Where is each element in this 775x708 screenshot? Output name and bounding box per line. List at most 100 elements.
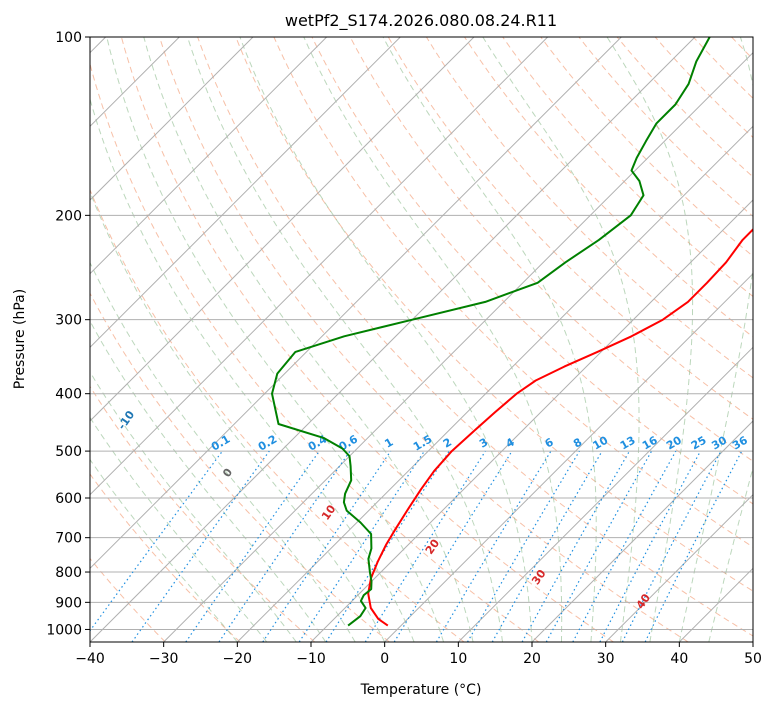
dry-adiabat-line [90,385,316,642]
dewpoint-profile-line [271,37,711,627]
mixing-ratio-label: 25 [689,434,709,453]
x-tick-label: −20 [223,651,253,667]
isotherm-line [384,272,753,642]
isotherm-line [457,346,753,642]
moist-adiabat-line [678,37,753,642]
y-tick-label: 400 [55,387,82,403]
mixing-ratio-label: 13 [618,434,638,453]
mixing-ratio-label: 1 [382,436,395,451]
dry-adiabat-line [235,37,753,592]
moist-adiabat-line [90,458,238,642]
moist-adiabat-line [90,416,268,642]
dry-adiabat-line [502,37,753,298]
mixing-ratio-line [90,450,223,632]
isotherm-line [90,37,401,349]
dry-adiabat-label: 0 [220,466,235,480]
mixing-ratio-label: 10 [590,433,610,452]
y-tick-label: 200 [55,208,82,224]
dry-adiabat-line [90,292,390,642]
mixing-ratio-line [435,450,552,642]
mixing-ratio-line [466,450,580,642]
x-axis-title: Temperature (°C) [360,682,482,698]
x-tick-label: 50 [744,651,762,667]
isotherm-line [90,37,254,201]
mixing-ratio-line [521,450,631,642]
pressure-gridlines [90,37,753,630]
temperature-profile-line [367,228,753,627]
dry-adiabat-label: 20 [423,537,443,557]
dry-adiabat-line [120,37,614,642]
mixing-ratio-label: 0.2 [256,433,279,454]
moist-adiabat-line [482,37,640,642]
chart-title: wetPf2_S174.2026.080.08.24.R11 [285,11,557,31]
y-tick-label: 900 [55,595,82,611]
isotherm-line [90,37,328,275]
dry-adiabat-line [349,37,753,462]
dry-adiabat-line [90,473,241,642]
moist-adiabat-line [187,37,503,642]
mixing-ratio-label: 8 [571,436,584,451]
isotherm-line [752,641,753,642]
moist-adiabat-line [143,37,474,642]
isotherms [90,37,753,642]
mixing-ratio-label: 2 [441,436,454,451]
mixing-ratio-line [364,450,486,642]
dry-adiabat-line [464,37,753,338]
sounding-profiles [271,37,753,627]
moist-adiabat-line [708,465,753,642]
mixing-ratio-label: 0.1 [209,433,232,454]
dry-adiabat-line [90,62,540,642]
dry-adiabat-label: 10 [319,502,339,522]
moist-adiabats [90,37,753,642]
isotherm-line [90,37,622,570]
dry-adiabat-line [159,37,689,642]
mixing-ratio-line [393,450,513,642]
dry-adiabat-line [387,37,753,420]
y-tick-label: 700 [55,531,82,547]
dry-adiabat-label: -10 [115,408,137,432]
x-tick-label: −40 [75,651,105,667]
isotherm-line [310,199,753,642]
moist-adiabat-line [303,37,563,642]
x-tick-label: 40 [670,651,688,667]
mixing-ratio-label: 0.6 [337,432,361,453]
mixing-ratio-line [545,450,653,642]
isotherm-line [163,51,753,642]
mixing-ratio-line [644,450,743,642]
dry-adiabat-line [578,37,753,218]
mixing-ratio-line [572,450,677,642]
isotherm-line [236,125,753,642]
y-tick-label: 800 [55,565,82,581]
mixing-ratio-label: 30 [709,433,729,452]
mixing-ratio-line [262,450,392,642]
mixing-ratio-label: 1.5 [411,433,434,454]
x-tick-label: 20 [523,651,541,667]
mixing-ratio-line [599,450,702,642]
x-tick-label: −30 [149,651,179,667]
y-tick-label: 300 [55,313,82,329]
moist-adiabat-line [90,261,356,642]
x-tick-label: 0 [380,651,389,667]
y-axis-title: Pressure (hPa) [12,289,28,389]
y-tick-label: 100 [55,30,82,46]
isotherm-line [90,37,696,642]
y-tick-label: 600 [55,491,82,507]
mixing-ratio-line [131,450,270,642]
x-tick-label: 10 [449,651,467,667]
dry-adiabat-line [654,37,753,139]
isotherm-line [678,567,753,642]
moist-adiabat-line [106,37,445,642]
dry-adiabat-line [692,37,753,99]
x-axis-ticks: −40 −30 −20 −10 0 10 20 30 40 50 [75,642,762,667]
dry-adiabat-line [273,37,753,548]
dry-adiabat-line [90,188,465,642]
moist-adiabat-line [90,320,327,642]
dry-adiabat-line [425,37,753,379]
dry-adiabat-label: 30 [529,567,549,587]
isotherm-line [531,420,753,642]
moist-adiabat-line [606,37,694,642]
isotherm-line [90,37,549,496]
y-tick-label: 1000 [46,622,82,638]
mixing-ratio-line [185,450,320,642]
